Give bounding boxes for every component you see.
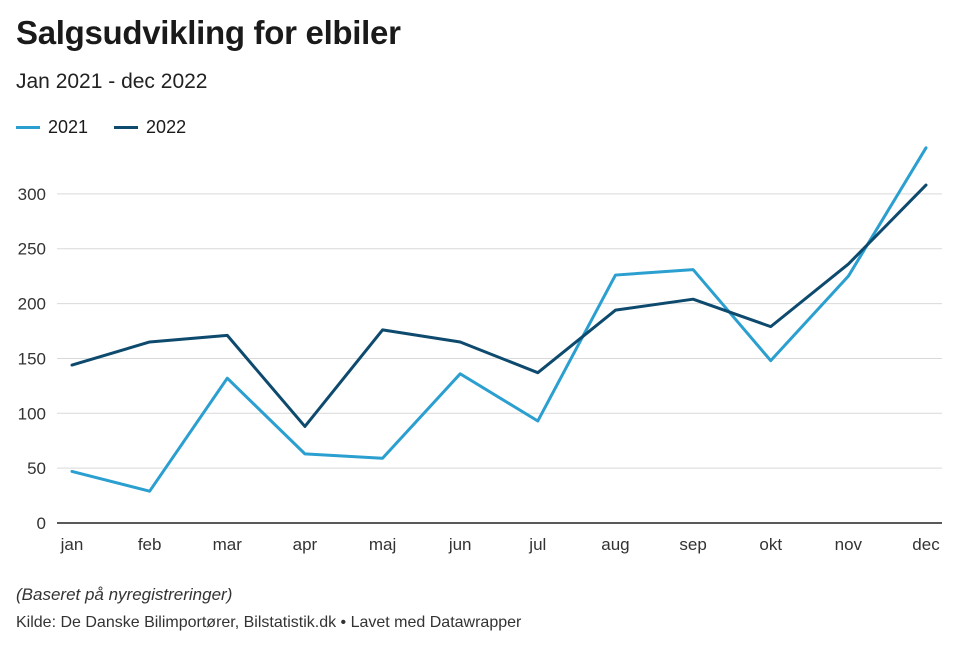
y-tick-label-100: 100 xyxy=(18,404,46,423)
y-tick-label-150: 150 xyxy=(18,349,46,368)
y-tick-label-250: 250 xyxy=(18,240,46,259)
series-line-2021 xyxy=(70,146,928,493)
x-tick-label-aug: aug xyxy=(601,535,629,554)
y-tick-label-200: 200 xyxy=(18,295,46,314)
source-line: Kilde: De Danske Bilimportører, Bilstati… xyxy=(16,614,522,631)
x-tick-label-apr: apr xyxy=(293,535,318,554)
x-tick-label-mar: mar xyxy=(213,535,243,554)
y-tick-label-300: 300 xyxy=(18,185,46,204)
x-tick-label-dec: dec xyxy=(912,535,940,554)
legend-item-2021: 2021 xyxy=(16,117,88,138)
legend-swatch-2022 xyxy=(114,126,139,129)
legend-item-2022: 2022 xyxy=(114,117,186,138)
y-tick-label-50: 50 xyxy=(27,459,46,478)
footnote: (Baseret på nyregistreringer) xyxy=(16,585,233,604)
x-tick-label-nov: nov xyxy=(835,535,863,554)
x-tick-label-maj: maj xyxy=(369,535,396,554)
series-line-2022 xyxy=(70,183,928,428)
x-tick-label-jan: jan xyxy=(60,535,84,554)
x-tick-label-feb: feb xyxy=(138,535,162,554)
x-tick-label-sep: sep xyxy=(679,535,706,554)
y-tick-label-0: 0 xyxy=(37,514,46,533)
x-tick-label-okt: okt xyxy=(759,535,782,554)
x-tick-label-jun: jun xyxy=(448,535,472,554)
legend: 2021 2022 xyxy=(16,117,186,138)
legend-swatch-2021 xyxy=(16,126,40,129)
legend-label-2022: 2022 xyxy=(146,117,187,137)
chart-title: Salgsudvikling for elbiler xyxy=(16,14,401,51)
legend-label-2021: 2021 xyxy=(48,117,89,137)
x-tick-label-jul: jul xyxy=(528,535,546,554)
chart-subtitle: Jan 2021 - dec 2022 xyxy=(16,70,208,93)
line-chart: 0 50 100 150 200 250 300 jan feb mar apr maj jun jul a… xyxy=(18,146,942,554)
